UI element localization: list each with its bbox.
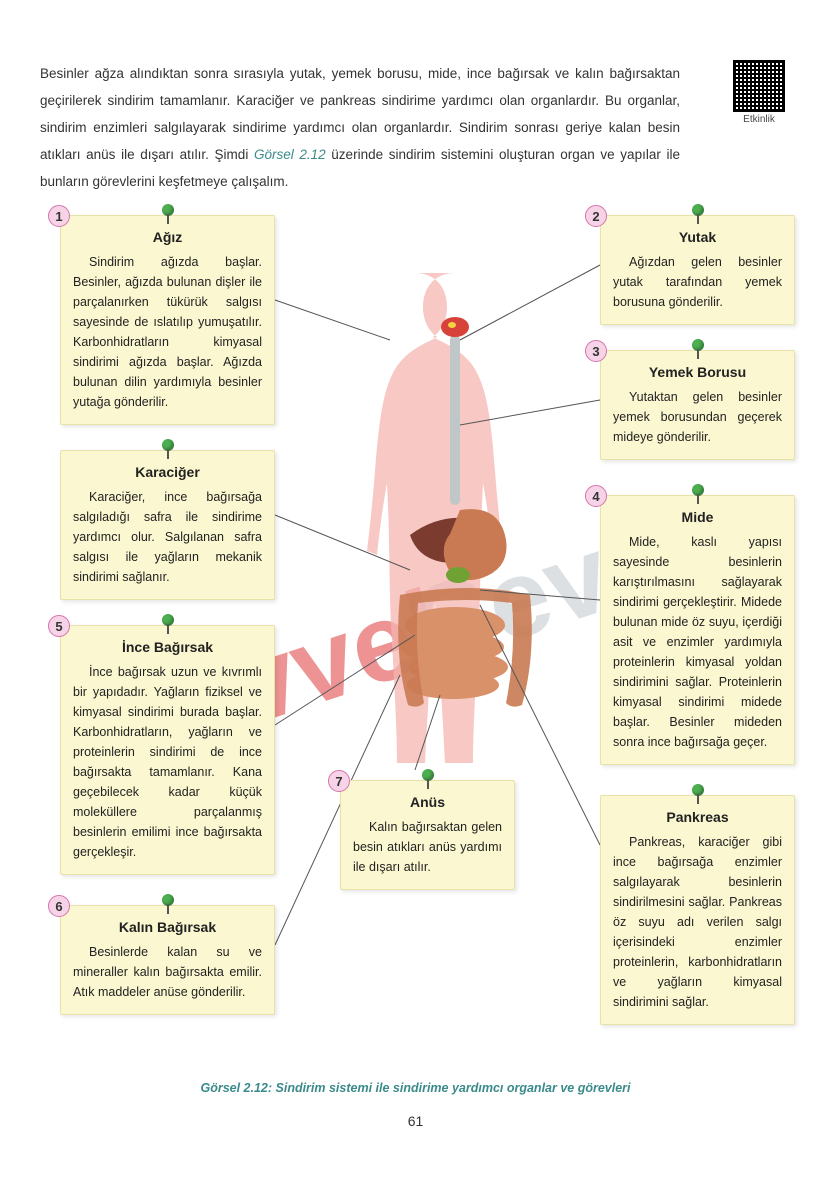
pushpin-icon [691,339,705,359]
note-body: İnce bağırsak uzun ve kıvrımlı bir yapıd… [73,662,262,862]
badge-7: 7 [328,770,350,792]
note-anus: Anüs Kalın bağırsaktan gelen besin atıkl… [340,780,515,890]
pushpin-icon [691,784,705,804]
badge-4: 4 [585,485,607,507]
badge-3: 3 [585,340,607,362]
pushpin-icon [421,769,435,789]
note-ince-bagirsak: İnce Bağırsak İnce bağırsak uzun ve kıvr… [60,625,275,875]
figure-caption: Görsel 2.12: Sindirim sistemi ile sindir… [40,1081,791,1095]
note-mide: Mide Mide, kaslı yapısı sayesinde besinl… [600,495,795,765]
note-body: Sindirim ağızda başlar. Besinler, ağızda… [73,252,262,412]
note-yemek-borusu: Yemek Borusu Yutaktan gelen besinler yem… [600,350,795,460]
note-body: Kalın bağırsaktan gelen besin atıkları a… [353,817,502,877]
figure-reference: Görsel 2.12 [254,147,326,162]
note-body: Yutaktan gelen besinler yemek borusundan… [613,387,782,447]
qr-label: Etkinlik [729,114,789,125]
pushpin-icon [691,484,705,504]
note-body: Mide, kaslı yapısı sayesinde besinlerin … [613,532,782,752]
note-body: Karaciğer, ince bağırsağa salgıladığı sa… [73,487,262,587]
note-title: Karaciğer [73,461,262,483]
note-title: Yutak [613,226,782,248]
badge-6: 6 [48,895,70,917]
note-karaciger: Karaciğer Karaciğer, ince bağırsağa salg… [60,450,275,600]
note-body: Besinlerde kalan su ve mineraller kalın … [73,942,262,1002]
pushpin-icon [161,439,175,459]
note-body: Ağızdan gelen besinler yutak tarafından … [613,252,782,312]
note-kalin-bagirsak: Kalın Bağırsak Besinlerde kalan su ve mi… [60,905,275,1015]
page-number: 61 [40,1113,791,1129]
badge-5: 5 [48,615,70,637]
note-yutak: Yutak Ağızdan gelen besinler yutak taraf… [600,215,795,325]
note-title: Pankreas [613,806,782,828]
note-title: Kalın Bağırsak [73,916,262,938]
qr-block: Etkinlik [729,60,789,125]
note-title: İnce Bağırsak [73,636,262,658]
human-body-illustration [340,265,570,825]
note-pankreas: Pankreas Pankreas, karaciğer gibi ince b… [600,795,795,1025]
intro-paragraph: Besinler ağza alındıktan sonra sırasıyla… [40,60,680,195]
pushpin-icon [161,614,175,634]
pushpin-icon [161,894,175,914]
badge-1: 1 [48,205,70,227]
note-title: Anüs [353,791,502,813]
note-body: Pankreas, karaciğer gibi ince bağırsağa … [613,832,782,1012]
digestive-system-diagram: Evvel Cevap [40,205,791,1075]
note-title: Yemek Borusu [613,361,782,383]
badge-2: 2 [585,205,607,227]
pushpin-icon [691,204,705,224]
note-title: Mide [613,506,782,528]
qr-code-icon [733,60,785,112]
pushpin-icon [161,204,175,224]
note-title: Ağız [73,226,262,248]
note-agiz: Ağız Sindirim ağızda başlar. Besinler, a… [60,215,275,425]
